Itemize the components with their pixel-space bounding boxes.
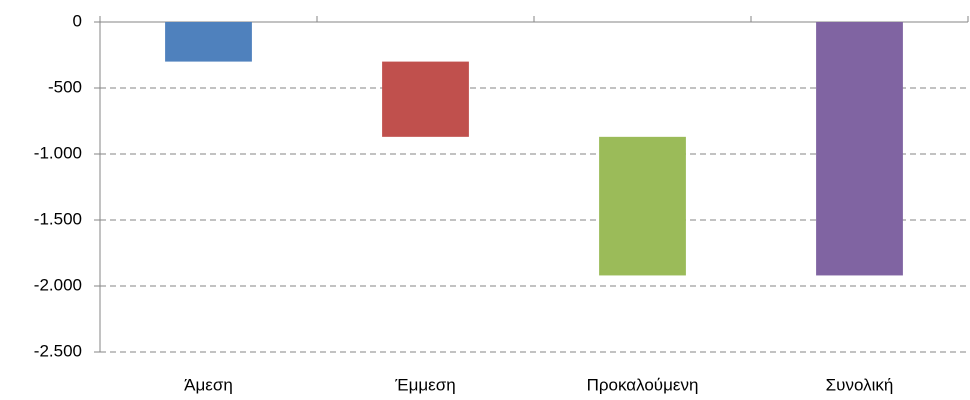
bar (382, 61, 469, 137)
x-tick-label: Προκαλούμενη (587, 375, 699, 394)
y-tick-label: 0 (73, 11, 82, 30)
y-tick-label: -1.000 (34, 143, 82, 162)
x-tick-label: Άμεση (184, 375, 233, 394)
y-tick-label: -1.500 (34, 209, 82, 228)
x-tick-label: Συνολική (826, 375, 894, 394)
x-tick-label: Έμμεση (394, 375, 455, 394)
bar (599, 136, 686, 276)
y-tick-label: -500 (48, 77, 82, 96)
bar (165, 22, 252, 62)
y-tick-label: -2.000 (34, 275, 82, 294)
y-tick-label: -2.500 (34, 341, 82, 360)
bar (816, 22, 903, 276)
